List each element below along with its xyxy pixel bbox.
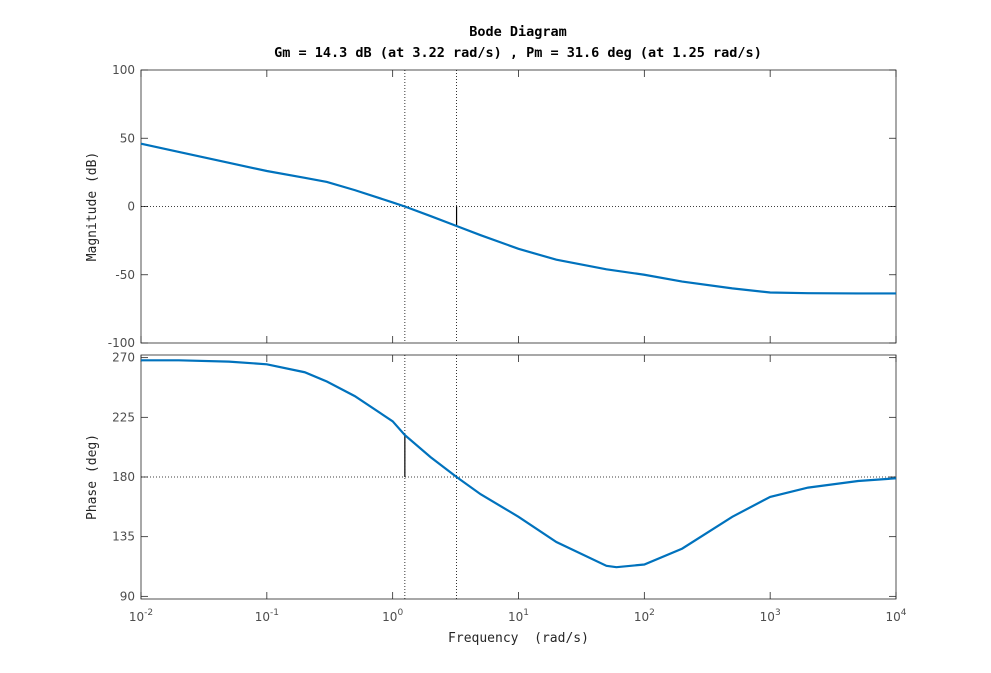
tick-exponent: 2 bbox=[649, 608, 655, 618]
x-tick-label: 102 bbox=[634, 608, 655, 624]
y-tick-label: 0 bbox=[127, 200, 135, 214]
y-tick-label: -50 bbox=[115, 268, 135, 282]
y-tick-label: 180 bbox=[112, 470, 135, 484]
y-tick-label: 100 bbox=[112, 63, 135, 77]
response-curve bbox=[141, 359, 897, 569]
x-tick-label: 10-1 bbox=[255, 608, 279, 624]
tick-base: 10 bbox=[885, 610, 900, 624]
response-curve bbox=[140, 142, 896, 295]
tick-exponent: 4 bbox=[901, 608, 907, 618]
tick-base: 10 bbox=[634, 610, 649, 624]
plot-area bbox=[140, 354, 897, 600]
y-axis-label: Magnitude (dB) bbox=[85, 152, 100, 262]
y-tick-label: 135 bbox=[112, 530, 135, 544]
y-tick-label: -100 bbox=[108, 336, 135, 350]
y-axis-label: Phase (deg) bbox=[85, 434, 100, 520]
x-axis-label: Frequency (rad/s) bbox=[448, 631, 589, 646]
y-tick-label: 270 bbox=[112, 351, 135, 365]
chart-title: Bode Diagram bbox=[469, 24, 567, 40]
x-tick-label: 101 bbox=[508, 608, 529, 624]
tick-base: 10 bbox=[382, 610, 397, 624]
tick-base: 10 bbox=[760, 610, 775, 624]
x-tick-label: 10-2 bbox=[129, 608, 153, 624]
tick-exponent: 3 bbox=[775, 608, 781, 618]
tick-exponent: -1 bbox=[270, 608, 279, 618]
tick-exponent: -2 bbox=[144, 608, 153, 618]
x-tick-label: 100 bbox=[382, 608, 403, 624]
tick-base: 10 bbox=[129, 610, 144, 624]
y-tick-label: 90 bbox=[120, 589, 135, 603]
x-tick-label: 104 bbox=[885, 608, 906, 624]
x-tick-label: 103 bbox=[760, 608, 781, 624]
tick-base: 10 bbox=[508, 610, 523, 624]
tick-exponent: 0 bbox=[397, 608, 403, 618]
tick-base: 10 bbox=[255, 610, 270, 624]
y-tick-label: 50 bbox=[120, 131, 135, 145]
tick-exponent: 1 bbox=[523, 608, 529, 618]
chart-subtitle: Gm = 14.3 dB (at 3.22 rad/s) , Pm = 31.6… bbox=[274, 45, 762, 61]
plot-area bbox=[140, 69, 897, 344]
y-tick-label: 225 bbox=[112, 410, 135, 424]
